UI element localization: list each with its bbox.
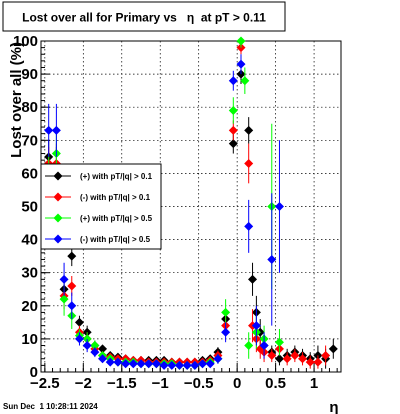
data-point (105, 357, 115, 367)
y-axis-label: Lost over all (%) (8, 42, 25, 158)
data-point (244, 221, 254, 231)
data-point (182, 360, 192, 370)
data-point (228, 76, 238, 86)
data-point (251, 321, 261, 331)
y-tick-label: 0 (30, 364, 38, 381)
x-tick-label: 0 (233, 375, 241, 392)
data-point (213, 354, 223, 364)
data-point (44, 125, 54, 135)
data-point (313, 357, 323, 367)
data-point (113, 357, 123, 367)
data-point (240, 76, 250, 86)
data-point (236, 59, 246, 69)
data-point (190, 360, 200, 370)
data-point (136, 359, 146, 369)
data-point (67, 281, 77, 291)
y-tick-label: 40 (21, 232, 38, 249)
y-tick-label: 20 (21, 298, 38, 315)
y-tick-label: 60 (21, 165, 38, 182)
x-tick-label: −2.5 (30, 375, 60, 392)
x-tick-label: −2 (75, 375, 92, 392)
legend-frame (40, 163, 162, 250)
data-point (244, 341, 254, 351)
data-point (228, 106, 238, 116)
data-point (321, 350, 331, 360)
data-point (59, 294, 69, 304)
data-point (248, 274, 258, 284)
data-point (51, 125, 61, 135)
legend-label: (+) with pT/|q| > 0.5 (80, 214, 153, 223)
data-point (74, 317, 84, 327)
legend-marker (53, 213, 63, 223)
data-point (282, 354, 292, 364)
data-point (236, 36, 246, 46)
data-point (274, 202, 284, 211)
data-point (305, 357, 315, 367)
data-point (167, 360, 177, 370)
y-tick-label: 50 (21, 199, 38, 216)
data-point (67, 251, 77, 261)
data-point (274, 354, 284, 364)
data-point (228, 139, 238, 149)
data-point (144, 359, 154, 369)
chart-title: Lost over all for Primary vs η at pT > 0… (22, 11, 266, 25)
data-point (290, 350, 300, 360)
x-tick-label: 0.5 (265, 375, 286, 392)
data-point (267, 350, 277, 360)
x-tick-label: −0.5 (184, 375, 214, 392)
data-point (98, 344, 108, 354)
chart-title-box: Lost over all for Primary vs η at pT > 0… (2, 1, 286, 32)
data-point (298, 354, 308, 364)
y-tick-label: 10 (21, 331, 38, 348)
data-point (221, 307, 231, 317)
data-point (274, 337, 284, 347)
data-point (205, 359, 215, 369)
data-point (259, 341, 269, 351)
data-point (128, 359, 138, 369)
data-point (151, 359, 161, 369)
data-point (244, 158, 254, 168)
data-point (90, 341, 100, 351)
y-tick-label: 100 (13, 33, 38, 50)
x-tick-label: −1.5 (107, 375, 137, 392)
y-tick-label: 30 (21, 265, 38, 282)
legend-label: (-) with pT/|q| > 0.5 (80, 235, 151, 244)
legend-label: (+) with pT/|q| > 0.1 (80, 172, 153, 181)
data-point (221, 327, 231, 337)
y-tick-label: 90 (21, 66, 38, 83)
legend-label: (-) with pT/|q| > 0.1 (80, 193, 151, 202)
data-point (121, 359, 131, 369)
legend-marker (53, 171, 63, 181)
data-point (82, 341, 92, 351)
legend: (+) with pT/|q| > 0.1 (-) with pT/|q| > 0… (40, 163, 162, 250)
series-3 (44, 54, 284, 370)
data-point (74, 334, 84, 344)
data-point (267, 254, 277, 264)
data-point (59, 274, 69, 284)
data-point (67, 301, 77, 311)
data-point (159, 360, 169, 370)
x-tick-label: 1 (310, 375, 318, 392)
chart-title-frame (2, 1, 286, 32)
data-point (244, 125, 254, 135)
axis-tick-labels: −2.5 −2 −1.5 −1 −0.5 0 0.5 10102030405060708090… (13, 33, 318, 392)
data-point (98, 354, 108, 364)
data-points (44, 36, 338, 370)
data-point (228, 125, 238, 135)
data-point (328, 344, 338, 354)
axis-ticks (41, 40, 338, 373)
data-point (174, 360, 184, 370)
footer-timestamp: Sun Dec 1 10:28:11 2024 (3, 402, 98, 411)
y-tick-label: 80 (21, 99, 38, 116)
legend-marker (53, 234, 63, 244)
x-axis-label: η (329, 399, 338, 414)
x-tick-label: −1 (152, 375, 169, 392)
data-point (198, 359, 208, 369)
y-tick-label: 70 (21, 132, 38, 149)
legend-marker (53, 192, 63, 202)
data-point (90, 347, 100, 357)
